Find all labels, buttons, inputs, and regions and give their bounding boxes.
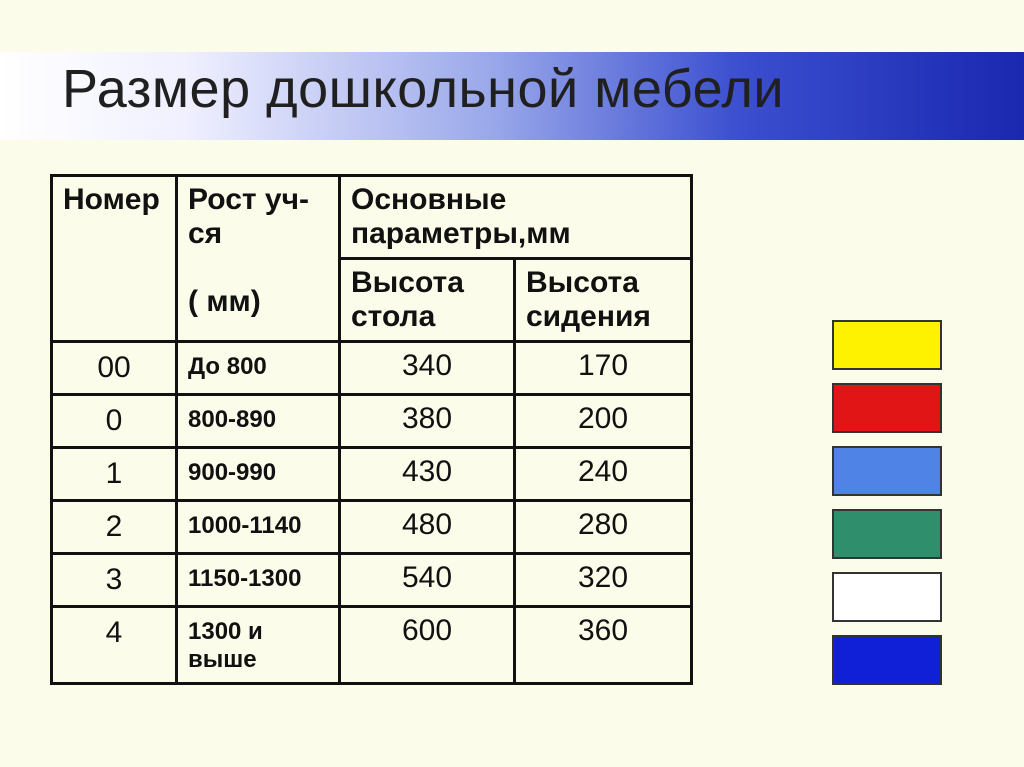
cell-table-h: 340: [340, 342, 515, 395]
cell-seat-h: 240: [515, 448, 692, 501]
cell-height: 1150-1300: [177, 554, 340, 607]
cell-seat-h: 360: [515, 607, 692, 684]
slide: Размер дошкольной мебели Номер Рост уч-с…: [0, 0, 1024, 767]
swatch-blue: [832, 635, 942, 685]
cell-seat-h: 320: [515, 554, 692, 607]
table-row: 0 800-890 380 200: [52, 395, 692, 448]
cell-seat-h: 170: [515, 342, 692, 395]
col-header-height-unit: ( мм): [188, 285, 261, 318]
swatch-red: [832, 383, 942, 433]
cell-seat-h: 200: [515, 395, 692, 448]
col-header-params: Основные параметры,мм: [340, 176, 692, 259]
swatch-yellow: [832, 320, 942, 370]
swatch-green: [832, 509, 942, 559]
cell-seat-h: 280: [515, 501, 692, 554]
cell-table-h: 600: [340, 607, 515, 684]
col-header-height-label: Рост уч-ся: [188, 183, 309, 250]
furniture-table: Номер Рост уч-ся ( мм) Основные параметр…: [50, 174, 693, 685]
cell-table-h: 540: [340, 554, 515, 607]
swatch-blue-light: [832, 446, 942, 496]
cell-number: 2: [52, 501, 177, 554]
cell-number: 00: [52, 342, 177, 395]
cell-table-h: 430: [340, 448, 515, 501]
col-header-number: Номер: [52, 176, 177, 342]
cell-number: 0: [52, 395, 177, 448]
slide-title: Размер дошкольной мебели: [62, 58, 784, 120]
cell-number: 3: [52, 554, 177, 607]
cell-number: 1: [52, 448, 177, 501]
furniture-table-wrap: Номер Рост уч-ся ( мм) Основные параметр…: [50, 174, 690, 685]
table-row: 1 900-990 430 240: [52, 448, 692, 501]
table-row: 00 До 800 340 170: [52, 342, 692, 395]
swatch-white: [832, 572, 942, 622]
cell-number: 4: [52, 607, 177, 684]
cell-height: До 800: [177, 342, 340, 395]
cell-table-h: 480: [340, 501, 515, 554]
col-subheader-seat-height: Высота сидения: [515, 259, 692, 342]
col-subheader-table-height: Высота стола: [340, 259, 515, 342]
table-row: 3 1150-1300 540 320: [52, 554, 692, 607]
cell-height: 1300 и выше: [177, 607, 340, 684]
cell-height: 1000-1140: [177, 501, 340, 554]
cell-height: 900-990: [177, 448, 340, 501]
cell-height: 800-890: [177, 395, 340, 448]
color-swatches: [832, 320, 942, 698]
cell-table-h: 380: [340, 395, 515, 448]
col-header-height: Рост уч-ся ( мм): [177, 176, 340, 342]
table-body: 00 До 800 340 170 0 800-890 380 200 1 90…: [52, 342, 692, 684]
table-row: 2 1000-1140 480 280: [52, 501, 692, 554]
table-row: 4 1300 и выше 600 360: [52, 607, 692, 684]
